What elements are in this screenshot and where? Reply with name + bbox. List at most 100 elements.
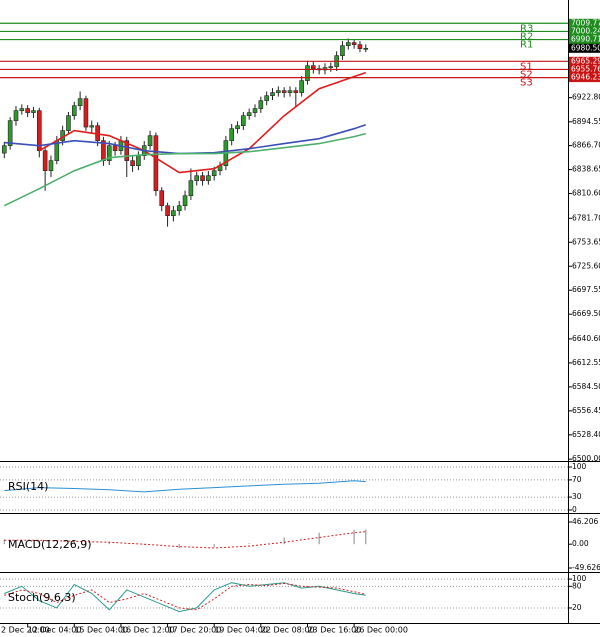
candle-body — [77, 98, 83, 106]
x-tick-label: 16 Dec 12:00 — [121, 626, 175, 635]
candle-body — [340, 45, 345, 56]
macd-signal — [4, 531, 366, 549]
candle-body — [130, 160, 135, 167]
candle-body — [194, 175, 200, 181]
candle-body — [351, 42, 357, 45]
candle-body — [200, 175, 205, 181]
x-tick-label: 26 Dec 00:00 — [354, 626, 408, 635]
x-tick-label: 15 Dec 04:00 — [74, 626, 128, 635]
last-price-box — [569, 43, 600, 53]
stoch-line — [4, 582, 366, 611]
y-tick-label: 6556.45 — [572, 406, 600, 415]
price-box — [569, 35, 600, 45]
price-box-label: 6955.76 — [571, 64, 600, 73]
x-tick-label: 12 Dec 04:00 — [28, 626, 82, 635]
candle-body — [264, 95, 269, 101]
y-tick-label: 6528.40 — [572, 430, 600, 439]
candle-body — [112, 145, 118, 151]
y-tick-label: 6753.65 — [572, 237, 600, 246]
price-box-label: 6990.71 — [571, 35, 600, 44]
indicator-line — [4, 480, 366, 493]
y-tick-label: 6922.80 — [572, 93, 600, 102]
candle-body — [287, 90, 293, 93]
candle-body — [188, 180, 194, 197]
y-tick-label: 30 — [572, 492, 582, 501]
y-tick-label: 6697.55 — [572, 285, 600, 294]
candle-body — [311, 65, 316, 69]
price-box — [569, 73, 600, 83]
y-tick-label: 80 — [572, 581, 582, 590]
candle-body — [83, 98, 89, 128]
candle-body — [328, 66, 334, 68]
candle-body — [281, 90, 287, 93]
candle-body — [206, 175, 211, 181]
x-tick-label: 17 Dec 20:00 — [168, 626, 222, 635]
y-tick-label: 6866.70 — [572, 141, 600, 150]
candle-body — [211, 170, 217, 177]
y-tick-label: 6725.60 — [572, 261, 600, 270]
candle-body — [13, 110, 19, 121]
y-tick-label: 6781.70 — [572, 213, 600, 222]
y-tick-label: 6810.60 — [572, 189, 600, 198]
y-tick-label: 100 — [572, 574, 587, 583]
indicator-title: RSI(14) — [8, 480, 48, 493]
x-tick-label: 23 Dec 16:00 — [307, 626, 361, 635]
y-tick-label: 46.206 — [572, 517, 598, 526]
price-box — [569, 18, 600, 28]
candle-body — [48, 160, 54, 171]
candle-body — [159, 190, 165, 207]
candle-body — [345, 42, 351, 46]
candle-body — [229, 128, 234, 141]
candle-body — [270, 92, 275, 96]
price-box — [569, 64, 600, 74]
indicator-title: MACD(12,26,9) — [8, 538, 92, 551]
frame — [0, 0, 600, 624]
candle-body — [252, 108, 258, 113]
candle-body — [106, 145, 112, 161]
candle-body — [258, 100, 264, 109]
candle-body — [153, 135, 159, 191]
x-tick-label: 2 Dec 20:00 — [1, 626, 50, 635]
pivot-name: S1 — [520, 61, 533, 72]
y-tick-label: 6640.60 — [572, 334, 600, 343]
y-tick-label: 100 — [572, 462, 587, 471]
price-box-label: 6965.29 — [571, 56, 600, 65]
candle-body — [176, 205, 182, 211]
y-tick-label: 0.00 — [572, 539, 589, 548]
y-tick-label: 0 — [572, 505, 577, 514]
x-tick-label: 22 Dec 08:00 — [261, 626, 315, 635]
indicator-title: Stoch(9,6,3) — [8, 591, 76, 604]
price-box-label: 6946.23 — [571, 73, 600, 82]
candle-body — [7, 120, 13, 146]
candle-body — [2, 145, 7, 154]
candle-body — [66, 115, 71, 131]
candle-body — [89, 125, 95, 128]
price-box-label: 7009.77 — [571, 18, 600, 27]
candle-body — [147, 135, 153, 146]
candle-body — [25, 108, 30, 113]
pivot-name: R3 — [520, 23, 533, 34]
candle-body — [357, 44, 363, 49]
y-tick-label: 6500.00 — [572, 454, 600, 463]
candle-body — [182, 195, 188, 207]
ma-line — [38, 71, 367, 174]
pivot-name: S2 — [520, 69, 533, 80]
candle-body — [171, 210, 176, 217]
pivot-name: S3 — [520, 78, 533, 89]
y-tick-label: 6584.50 — [572, 382, 600, 391]
x-tick-label: 19 Dec 04:00 — [214, 626, 268, 635]
ma-line — [3, 132, 366, 207]
price-box — [569, 26, 600, 36]
candle-body — [363, 48, 369, 50]
y-tick-label: -49.626 — [572, 563, 600, 572]
candle-body — [299, 80, 304, 93]
candle-body — [235, 125, 240, 129]
candle-body — [71, 105, 77, 116]
last-price-label: 6980.50 — [571, 43, 600, 52]
pivot-name: R2 — [520, 31, 533, 42]
candle-body — [42, 150, 48, 171]
candle-body — [246, 112, 252, 116]
y-tick-label: 6838.65 — [572, 165, 600, 174]
